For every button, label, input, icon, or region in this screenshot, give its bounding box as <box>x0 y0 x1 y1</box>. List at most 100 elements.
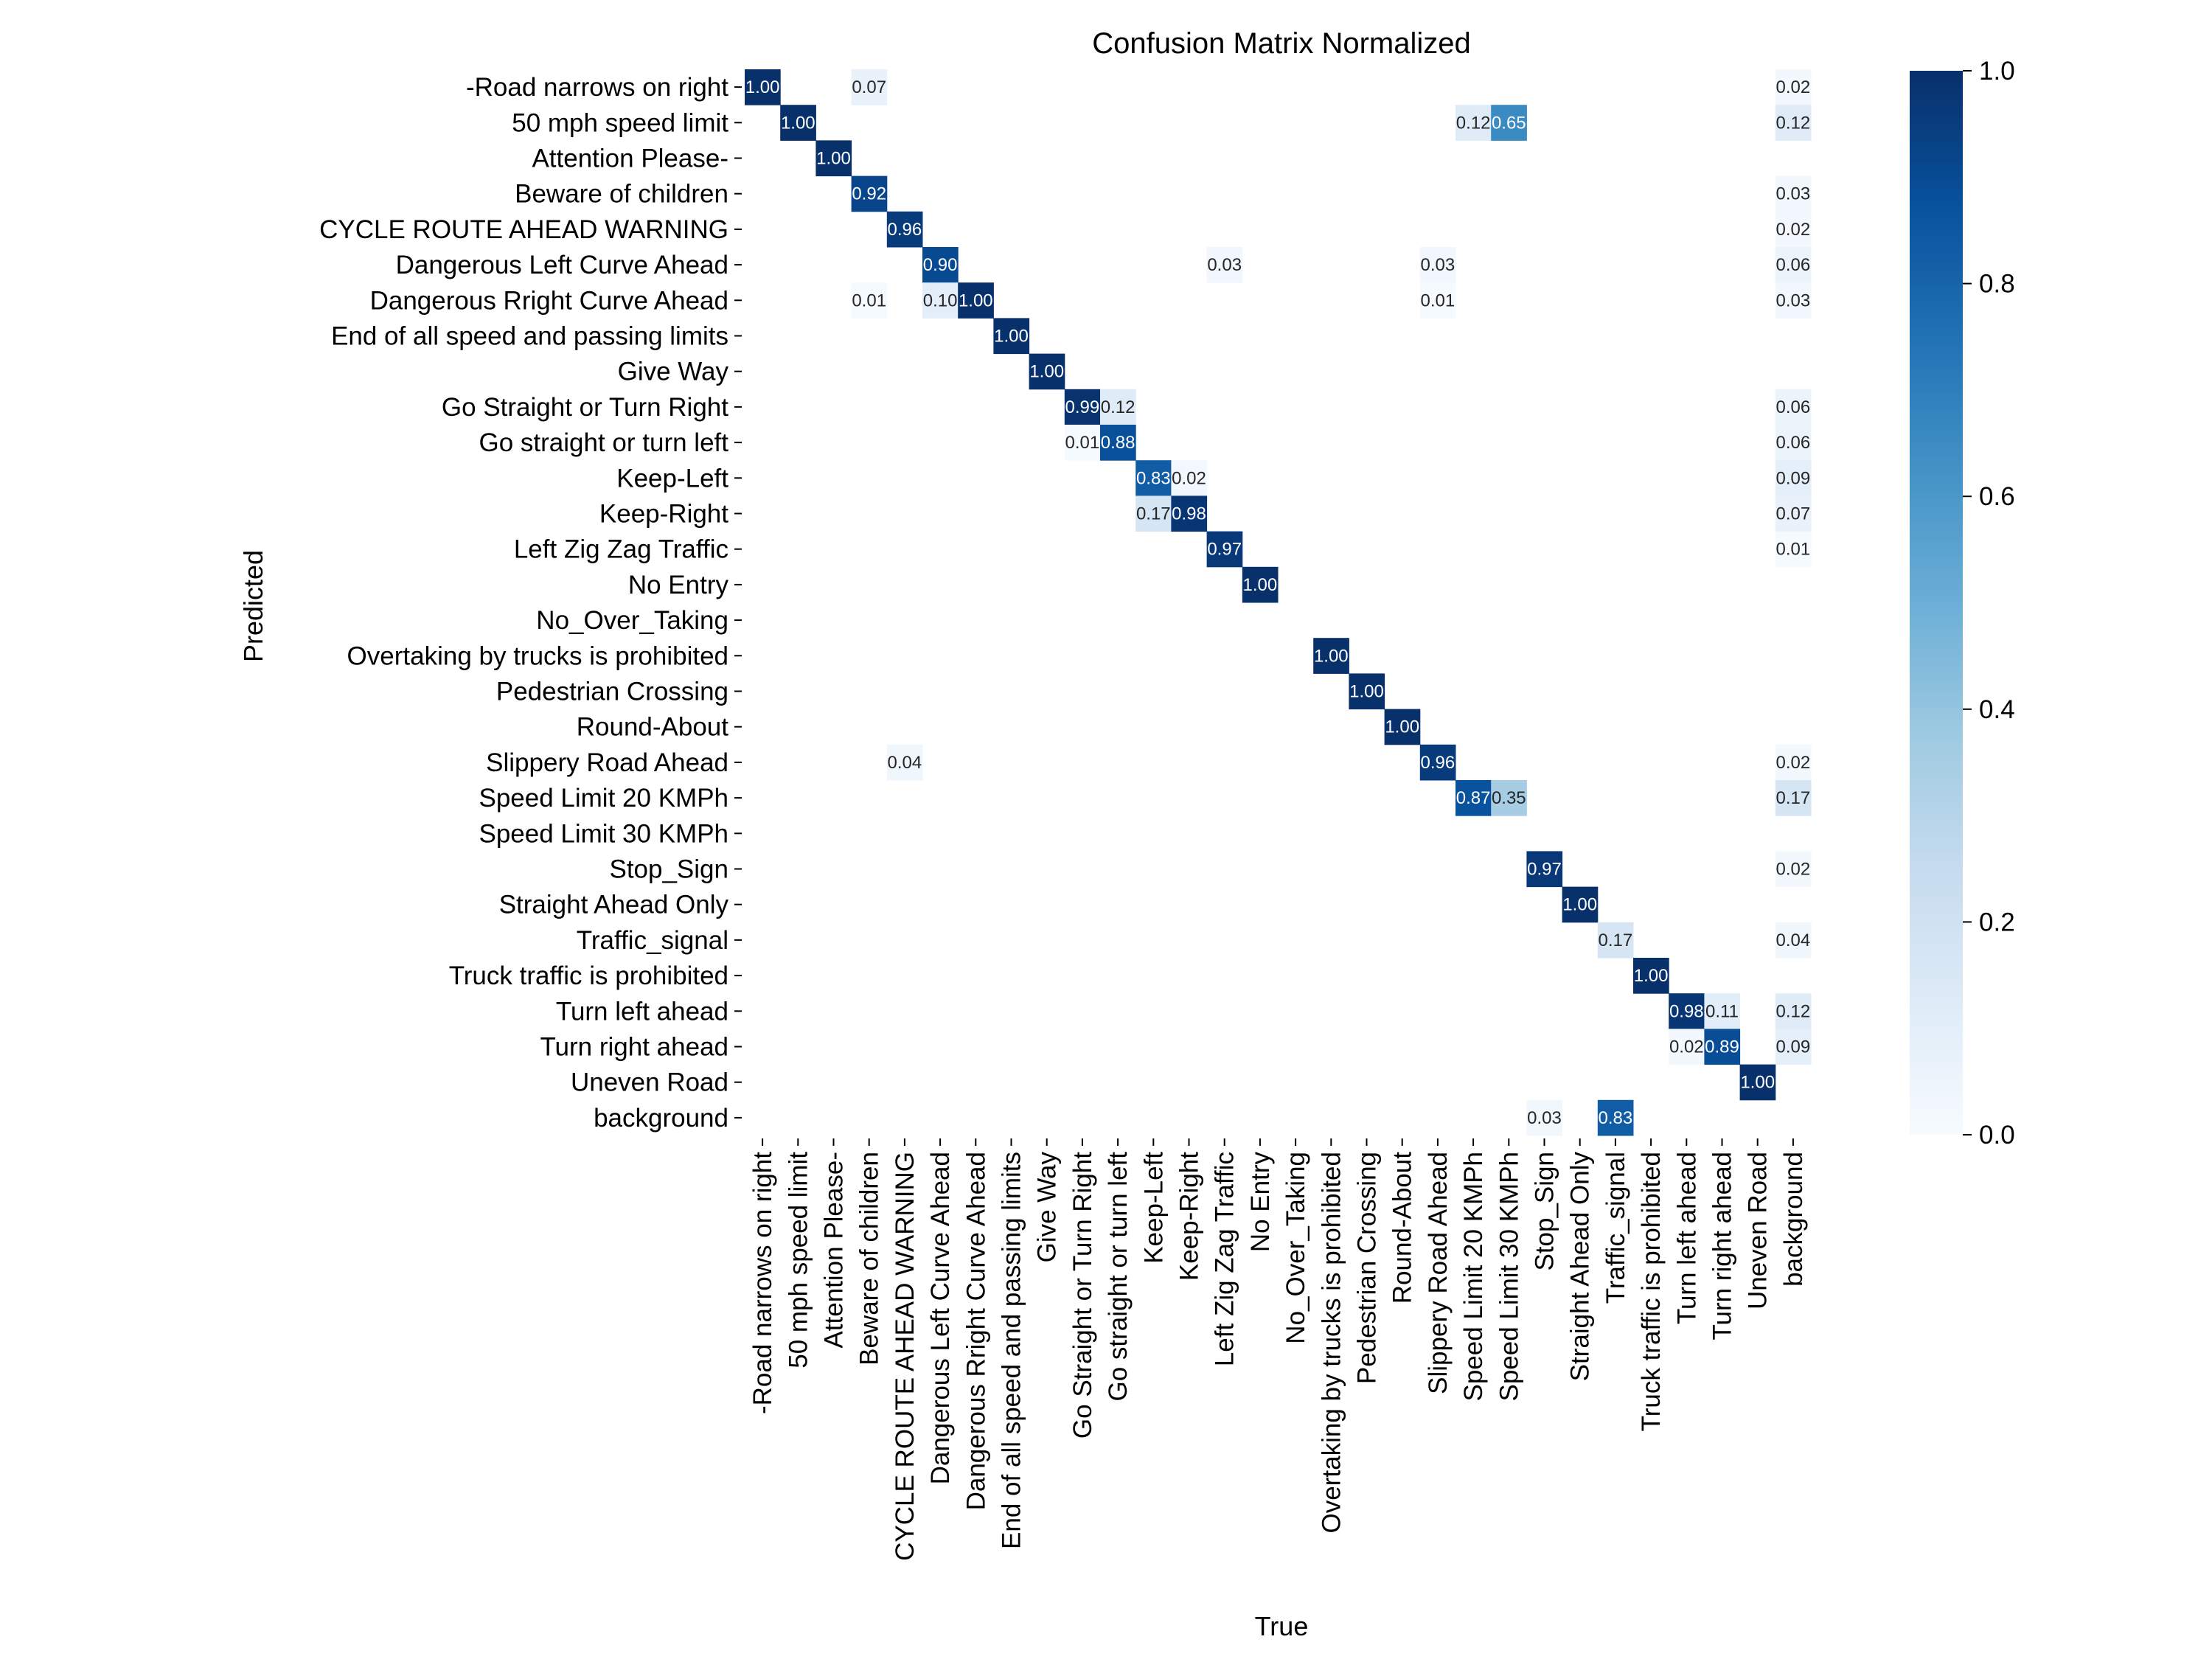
heatmap-cell <box>1171 460 1208 496</box>
heatmap-cell <box>993 318 1030 355</box>
cell-value-label: 0.10 <box>923 291 958 310</box>
heatmap-cell <box>886 211 923 248</box>
heatmap-cell <box>1704 993 1741 1029</box>
y-tick-labels: -Road narrows on right 50 mph speed limit… <box>319 73 742 1133</box>
y-tick-label: Traffic_signal <box>577 926 728 955</box>
chart-title: Confusion Matrix Normalized <box>1092 27 1471 60</box>
cell-value-label: 1.00 <box>1634 966 1669 986</box>
x-tick-label: Attention Please- <box>820 1152 849 1349</box>
heatmap-cell <box>745 69 781 105</box>
y-tick-label: Stop_Sign <box>609 855 728 884</box>
cell-value-label: 0.87 <box>1456 788 1491 808</box>
heatmap-cell <box>886 744 923 781</box>
cell-value-label: 0.89 <box>1705 1037 1739 1057</box>
y-tick-label: Attention Please- <box>532 145 728 173</box>
cell-value-label: 0.09 <box>1776 1037 1811 1057</box>
cell-value-label: 0.01 <box>852 291 886 310</box>
cell-value-label: 0.03 <box>1421 255 1455 275</box>
cell-value-label: 1.00 <box>994 327 1029 347</box>
cell-value-label: 0.17 <box>1776 788 1811 808</box>
heatmap-cell <box>1775 282 1812 319</box>
colorbar-tick-label: 0.2 <box>1979 908 2015 936</box>
y-tick-label: Speed Limit 20 KMPh <box>479 784 728 813</box>
y-tick-label: Turn left ahead <box>556 997 728 1026</box>
cell-value-label: 0.17 <box>1599 931 1633 950</box>
y-tick-label: Slippery Road Ahead <box>486 748 728 777</box>
cell-value-label: 0.03 <box>1207 255 1242 275</box>
cell-value-label: 0.03 <box>1776 184 1811 204</box>
heatmap-cell <box>1739 1064 1776 1101</box>
cell-value-label: 0.96 <box>1421 753 1455 773</box>
heatmap-cell <box>1349 673 1385 710</box>
y-tick-label: Pedestrian Crossing <box>496 678 728 706</box>
heatmap-cell <box>1775 851 1812 888</box>
heatmap-cell <box>815 140 852 177</box>
x-tick-label: Beware of children <box>855 1152 884 1366</box>
colorbar: 0.0 0.2 0.4 0.6 0.8 1.0 <box>1910 57 2015 1150</box>
heatmap-cell <box>1242 566 1279 603</box>
x-tick-label: No_Over_Taking <box>1281 1152 1310 1344</box>
y-tick-label: Turn right ahead <box>540 1033 728 1062</box>
heatmap-cell <box>1775 460 1812 496</box>
cell-value-label: 0.11 <box>1705 1001 1739 1021</box>
cell-value-label: 0.02 <box>1172 468 1206 488</box>
x-tick-label: Go straight or turn left <box>1104 1152 1133 1402</box>
y-tick-label: Overtaking by trucks is prohibited <box>347 641 728 670</box>
cell-value-label: 0.04 <box>1776 931 1811 950</box>
heatmap-cell <box>1775 175 1812 212</box>
heatmap-cell <box>1171 495 1208 532</box>
x-tick-label: Uneven Road <box>1744 1152 1773 1310</box>
y-tick-label: Go straight or turn left <box>479 428 729 457</box>
x-tick-label: background <box>1779 1152 1808 1287</box>
colorbar-tick-label: 1.0 <box>1979 57 2015 86</box>
y-tick-label: No_Over_Taking <box>536 606 728 635</box>
heatmap-cell <box>1669 1029 1705 1065</box>
heatmap-cell <box>1526 851 1563 888</box>
heatmap-cell <box>1775 993 1812 1029</box>
heatmap-cell <box>1064 425 1101 461</box>
heatmap-cell <box>1100 389 1136 425</box>
heatmap-cell <box>1775 495 1812 532</box>
heatmap-cell <box>1775 531 1812 568</box>
cell-value-label: 0.03 <box>1527 1108 1562 1128</box>
heatmap-cell <box>1100 425 1136 461</box>
cell-value-label: 1.00 <box>745 77 780 97</box>
cell-value-label: 0.07 <box>1776 504 1811 524</box>
cell-value-label: 0.12 <box>1101 397 1135 417</box>
x-tick-label: Speed Limit 20 KMPh <box>1459 1152 1488 1402</box>
heatmap-cell <box>1029 353 1065 390</box>
cell-value-label: 0.02 <box>1776 220 1811 240</box>
y-tick-label: Go Straight or Turn Right <box>442 393 728 422</box>
y-axis-label: Predicted <box>238 550 268 662</box>
cell-value-label: 1.00 <box>1740 1073 1775 1093</box>
cell-value-label: 0.96 <box>888 220 922 240</box>
cell-value-label: 0.35 <box>1492 788 1526 808</box>
heatmap-cell <box>1597 922 1634 959</box>
heatmap-cells <box>745 69 1812 1136</box>
heatmap-cell <box>922 282 959 319</box>
heatmap-cell <box>1455 780 1492 816</box>
cell-value-label: 0.12 <box>1776 1001 1811 1021</box>
cell-value-label: 1.00 <box>1385 717 1419 737</box>
cell-value-label: 0.83 <box>1599 1108 1633 1128</box>
heatmap-cell <box>1064 389 1101 425</box>
heatmap-cell <box>1419 282 1456 319</box>
heatmap-cell <box>958 282 994 319</box>
heatmap-cell <box>1206 531 1243 568</box>
y-tick-label: Beware of children <box>515 180 728 209</box>
cell-value-label: 0.07 <box>852 77 886 97</box>
cell-value-label: 0.97 <box>1527 860 1562 880</box>
heatmap-cell <box>1775 389 1812 425</box>
cell-value-label: 0.09 <box>1776 468 1811 488</box>
cell-value-label: 0.83 <box>1136 468 1171 488</box>
x-tick-label: Traffic_signal <box>1601 1152 1630 1304</box>
x-tick-label: Go Straight or Turn Right <box>1068 1152 1097 1439</box>
cell-value-label: 0.03 <box>1776 291 1811 310</box>
y-tick-label: End of all speed and passing limits <box>331 322 728 351</box>
y-tick-label: Truck traffic is prohibited <box>449 961 728 990</box>
y-tick-label: background <box>594 1104 728 1133</box>
x-tick-label: CYCLE ROUTE AHEAD WARNING <box>891 1152 919 1561</box>
colorbar-gradient <box>1910 71 1963 1135</box>
y-tick-label: Dangerous Rright Curve Ahead <box>370 286 728 315</box>
